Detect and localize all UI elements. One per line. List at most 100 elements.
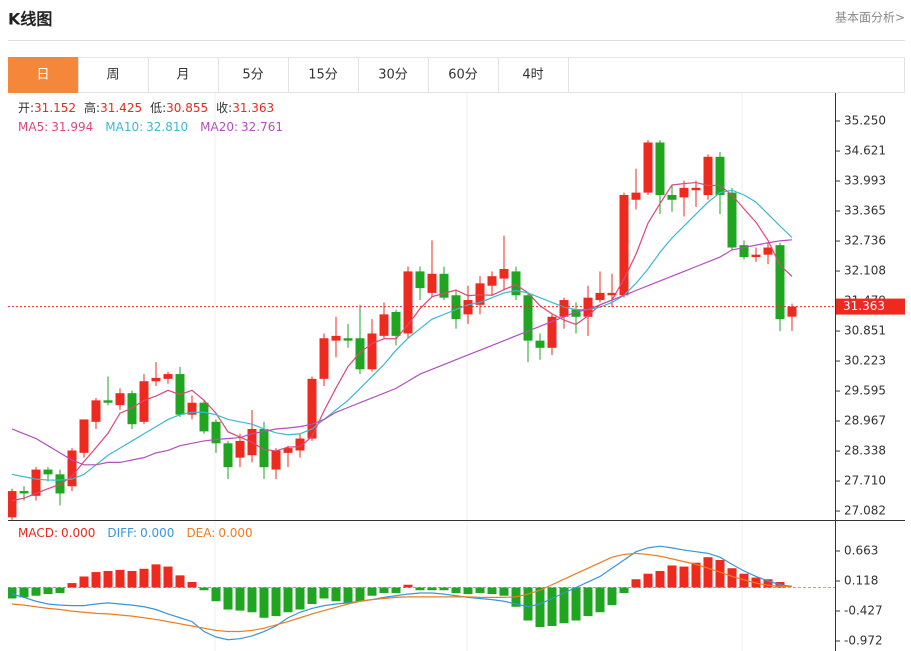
candle-body [775, 245, 785, 320]
candle-body [151, 377, 161, 382]
macd-bar [343, 587, 353, 603]
tab[interactable]: 5分 [242, 68, 263, 83]
macd-bar [19, 587, 29, 598]
tab[interactable]: 15分 [308, 68, 338, 83]
macd-bar [67, 583, 77, 588]
y-tick-label: 27.082 [844, 504, 886, 518]
legend-value: 0.000 [61, 526, 95, 540]
legend-name: MA20: [200, 120, 238, 134]
tab[interactable]: 4时 [522, 68, 543, 83]
candle-body [715, 156, 725, 195]
macd-bar [235, 587, 245, 611]
y-tick-label: 28.338 [844, 444, 886, 458]
last-price-box [836, 298, 905, 315]
macd-bar [247, 587, 257, 613]
candle-body [79, 419, 89, 453]
macd-bar [175, 575, 185, 588]
tab[interactable]: 月 [176, 68, 189, 83]
macd-bar [703, 557, 713, 588]
macd-bar [163, 566, 173, 588]
candle-body [331, 335, 341, 341]
macd-bar [667, 565, 677, 588]
legend-value: 32.810 [146, 120, 188, 134]
ohlc-value: 31.363 [232, 101, 274, 115]
candle-body [607, 292, 617, 296]
candle-body [667, 194, 677, 200]
tab[interactable]: 周 [106, 68, 119, 83]
macd-bar [223, 587, 233, 610]
macd-bar [439, 587, 449, 591]
macd-bar [691, 562, 701, 588]
tab[interactable]: 日 [36, 68, 49, 83]
candle-body [499, 269, 509, 279]
macd-bar [523, 587, 533, 621]
ohlc-value: 31.425 [100, 101, 142, 115]
macd-bar [103, 570, 113, 588]
candle-body [307, 378, 317, 439]
macd-bar [367, 587, 377, 596]
y-tick-label: 35.250 [844, 113, 886, 127]
candle-body [583, 297, 593, 317]
y-tick-label: -0.427 [844, 603, 883, 617]
candle-body [187, 402, 197, 415]
macd-plot [8, 545, 835, 641]
macd-bar [283, 587, 293, 613]
y-tick-label: 32.736 [844, 234, 886, 248]
ohlc-label: 开: [18, 101, 34, 115]
candle-body [343, 338, 353, 341]
candle-body [127, 393, 137, 425]
y-tick-label: 30.223 [844, 354, 886, 368]
candle-body [619, 194, 629, 296]
macd-bar [487, 587, 497, 595]
macd-bar [619, 587, 629, 593]
candle-body [475, 283, 485, 305]
ohlc-info: 开:31.152 高:31.425 低:30.855 收:31.363 [18, 100, 274, 115]
macd-bar [8, 587, 17, 599]
candle-body [427, 273, 437, 293]
candle-body [691, 187, 701, 191]
macd-bar [127, 570, 137, 588]
candle-body [283, 448, 293, 453]
candle-body [631, 192, 641, 200]
candle-body [679, 187, 689, 198]
candle-body [367, 333, 377, 370]
macd-bar [559, 587, 569, 624]
macd-bar [151, 564, 161, 588]
y-tick-label: 33.993 [844, 174, 886, 188]
candle-body [391, 311, 401, 336]
candle-body [295, 438, 305, 451]
candle-body [547, 316, 557, 348]
candle-body [163, 374, 173, 379]
candle-body [103, 400, 113, 403]
candle-body [787, 306, 797, 317]
candle-body [703, 156, 713, 195]
y-tick-label: 32.108 [844, 264, 886, 278]
candle-body [487, 276, 497, 286]
tab[interactable]: 30分 [378, 68, 408, 83]
line-series [11, 545, 793, 641]
y-tick-label: 30.851 [844, 324, 886, 338]
macd-bar [631, 579, 641, 588]
tab[interactable]: 60分 [448, 68, 478, 83]
candle-body [751, 254, 761, 258]
macd-bar [331, 587, 341, 602]
macd-bar [475, 587, 485, 593]
macd-bar [739, 573, 749, 588]
price-plot [8, 140, 797, 520]
legend-value: 0.000 [218, 526, 252, 540]
candle-body [43, 469, 53, 475]
macd-bar [79, 576, 89, 588]
page-title: K线图 [8, 10, 52, 29]
candle-body [727, 192, 737, 248]
fundamental-link[interactable]: 基本面分析> [835, 11, 905, 25]
macd-bar [571, 587, 581, 621]
macd-bar [187, 581, 197, 588]
y-tick-label: 28.967 [844, 414, 886, 428]
y-tick-label: 27.710 [844, 474, 886, 488]
macd-bar [499, 587, 509, 596]
ohlc-value: 30.855 [166, 101, 208, 115]
candle-body [115, 393, 125, 406]
legend-value: 0.000 [140, 526, 174, 540]
candle-body [31, 469, 41, 496]
